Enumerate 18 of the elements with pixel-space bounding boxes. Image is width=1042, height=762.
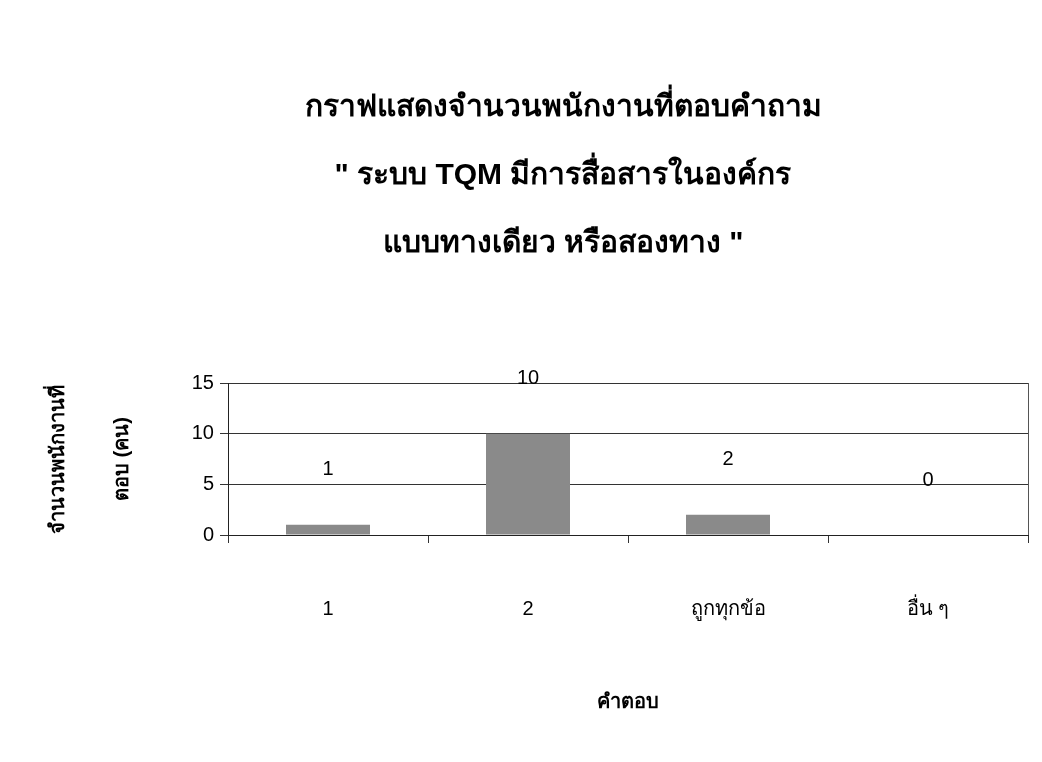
y-tick-label: 0 — [202, 522, 214, 545]
x-tick-label: 2 — [522, 596, 534, 619]
data-label: 1 — [322, 457, 334, 480]
y-tick-label: 10 — [191, 421, 214, 444]
x-tick-label: อื่น ๆ — [906, 593, 950, 619]
y-tick-label: 15 — [191, 370, 214, 393]
data-label: 2 — [722, 447, 734, 470]
text: จำนวนพนักงานที่ ตอบ (คน) — [45, 384, 132, 534]
x-axis-title: คำตอบ — [596, 689, 660, 714]
x-tick-label: ถูกทุกข้อ — [690, 596, 766, 621]
data-label: 0 — [922, 467, 934, 490]
bar — [486, 433, 570, 535]
x-tick-label: 1 — [322, 596, 334, 619]
chart-title: กราฟแสดงจำนวนพนักงานที่ตอบคำถาม " ระบบ TQM มีการสื่อสารในองค์กร แบบทางเดียว หรือสองทาง " — [303, 83, 823, 260]
y-tick-label: 5 — [202, 471, 214, 494]
bar — [286, 524, 370, 535]
data-label: 10 — [516, 366, 540, 389]
bar — [686, 514, 770, 535]
